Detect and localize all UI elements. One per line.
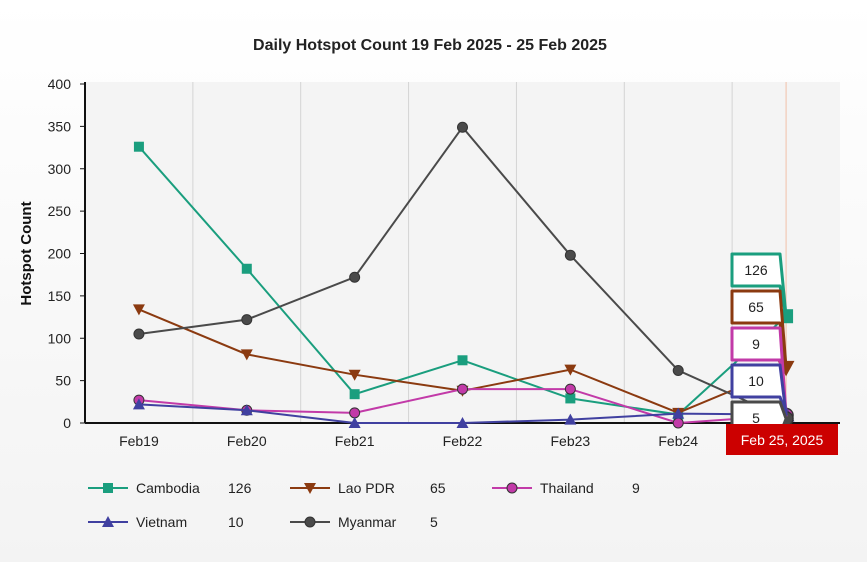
x-tick-label: Feb24 [658, 433, 698, 449]
legend-series-value: 9 [632, 480, 640, 496]
data-point [132, 398, 145, 410]
data-point [564, 249, 576, 261]
x-tick-label: Feb22 [443, 433, 483, 449]
x-tick-label: Feb20 [227, 433, 267, 449]
value-callout: 10 [730, 363, 788, 417]
callout-box [730, 252, 788, 318]
data-point [241, 263, 252, 274]
y-tick-label: 400 [48, 76, 72, 92]
data-point [132, 304, 145, 316]
callout-value: 5 [752, 410, 760, 426]
data-point [349, 389, 360, 400]
legend-series-value: 65 [430, 480, 446, 496]
legend-item[interactable]: Cambodia 126 [88, 477, 258, 499]
legend-series-value: 10 [228, 514, 244, 530]
series-myanmar [133, 121, 794, 427]
data-point [672, 407, 685, 419]
data-point [349, 407, 361, 419]
highlight-badge [726, 424, 838, 455]
callout-value: 10 [748, 373, 764, 389]
callout-box [730, 289, 788, 370]
value-callout: 65 [730, 289, 788, 370]
data-point [348, 369, 361, 381]
y-tick-label: 300 [48, 161, 72, 177]
data-point [672, 417, 684, 429]
data-point [565, 393, 576, 404]
plot-area [85, 82, 840, 423]
legend-marker [304, 483, 316, 494]
data-point [564, 383, 576, 395]
line-chart: Daily Hotspot Count 19 Feb 2025 - 25 Feb… [18, 37, 840, 455]
y-tick-label: 200 [48, 246, 72, 262]
chart-legend: Cambodia 126 Lao PDR 65 Thailand 9 Vietnam 10 My… [0, 470, 867, 550]
x-tick-label: Feb19 [119, 433, 159, 449]
legend-swatch [88, 516, 128, 527]
data-point [240, 349, 253, 361]
callout-value: 9 [752, 336, 760, 352]
legend-item[interactable]: Lao PDR 65 [290, 477, 460, 499]
legend-item[interactable]: Thailand 9 [492, 477, 662, 499]
y-tick-label: 250 [48, 203, 72, 219]
callout-value: 65 [748, 299, 764, 315]
x-tick-label: Feb23 [551, 433, 591, 449]
legend-marker [506, 482, 518, 494]
legend-marker [304, 516, 316, 528]
legend-series-value: 5 [430, 514, 438, 530]
legend-swatch [88, 483, 128, 493]
data-point [457, 355, 468, 366]
highlight-date-text: Feb 25, 2025 [741, 432, 824, 448]
data-point [349, 271, 361, 283]
callout-value: 126 [744, 262, 768, 278]
y-tick-label: 150 [48, 288, 72, 304]
data-point [348, 417, 361, 428]
legend-swatch [290, 516, 330, 528]
y-tick-label: 100 [48, 330, 72, 346]
chart-title: Daily Hotspot Count 19 Feb 2025 - 25 Feb… [253, 37, 607, 54]
data-point [564, 364, 577, 376]
legend-item[interactable]: Myanmar 5 [290, 511, 460, 533]
legend-series-name: Vietnam [136, 514, 188, 530]
legend-marker [102, 516, 114, 527]
legend-series-value: 126 [228, 480, 252, 496]
callout-box [730, 363, 788, 417]
data-point [672, 364, 684, 376]
legend-marker [103, 483, 113, 493]
legend-swatch [492, 482, 532, 494]
highlight-date-label: Feb 25, 2025 [726, 424, 838, 455]
x-tick-label: Feb21 [335, 433, 375, 449]
data-point [564, 413, 577, 425]
data-point [240, 404, 253, 416]
data-point [133, 328, 145, 340]
legend-series-name: Myanmar [338, 514, 397, 530]
value-callout: 126 [730, 252, 788, 318]
legend-series-name: Cambodia [136, 480, 200, 496]
legend-swatch [290, 483, 330, 494]
data-point [456, 417, 469, 428]
data-point [133, 141, 144, 152]
y-tick-label: 350 [48, 118, 72, 134]
data-point [457, 383, 468, 395]
legend-item[interactable]: Vietnam 10 [88, 511, 258, 533]
data-point [241, 314, 253, 326]
legend-series-name: Thailand [540, 480, 594, 496]
data-point [457, 121, 468, 133]
y-tick-label: 0 [63, 415, 71, 431]
y-tick-label: 50 [55, 373, 71, 389]
legend-series-name: Lao PDR [338, 480, 395, 496]
y-axis-label: Hotspot Count [18, 201, 35, 305]
